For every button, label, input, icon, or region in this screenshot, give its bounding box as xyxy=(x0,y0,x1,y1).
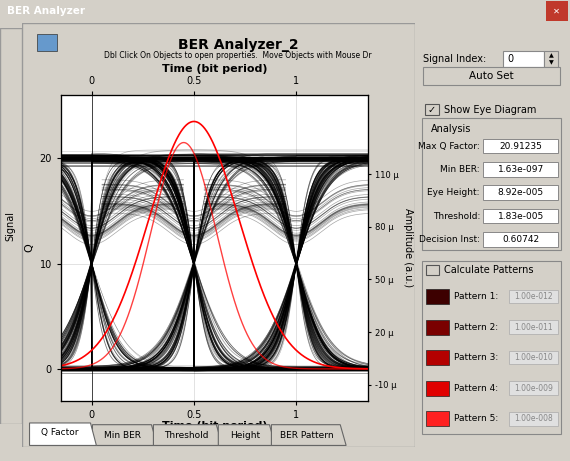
Text: ✓: ✓ xyxy=(428,105,436,115)
Text: 8.92e-005: 8.92e-005 xyxy=(498,188,544,197)
Text: BER Analyzer_2: BER Analyzer_2 xyxy=(178,38,298,52)
Bar xyxy=(426,289,450,304)
Text: Calculate Patterns: Calculate Patterns xyxy=(443,265,533,275)
Bar xyxy=(426,350,450,365)
Text: 1.00e-009: 1.00e-009 xyxy=(514,384,553,393)
Bar xyxy=(483,209,559,223)
Bar xyxy=(483,139,559,153)
Text: ▼: ▼ xyxy=(549,60,553,65)
Bar xyxy=(509,412,559,426)
Text: 1.00e-012: 1.00e-012 xyxy=(515,292,553,301)
Text: Pattern 2:: Pattern 2: xyxy=(454,323,498,331)
X-axis label: Time (bit period): Time (bit period) xyxy=(162,421,267,431)
Text: Pattern 1:: Pattern 1: xyxy=(454,292,498,301)
Text: Pattern 5:: Pattern 5: xyxy=(454,414,498,423)
Y-axis label: Amplitude (a.u.): Amplitude (a.u.) xyxy=(403,208,413,287)
Polygon shape xyxy=(218,425,275,445)
Bar xyxy=(425,105,439,115)
Text: 0.60742: 0.60742 xyxy=(502,235,539,244)
Bar xyxy=(483,232,559,247)
Text: Pattern 4:: Pattern 4: xyxy=(454,384,498,393)
Bar xyxy=(483,185,559,200)
Bar xyxy=(422,260,561,434)
Text: 20.91235: 20.91235 xyxy=(499,142,542,151)
Text: 1.63e-097: 1.63e-097 xyxy=(498,165,544,174)
Text: ✕: ✕ xyxy=(553,6,560,15)
Text: Min BER:: Min BER: xyxy=(441,165,480,174)
Bar xyxy=(426,319,450,335)
Bar xyxy=(509,290,559,303)
Y-axis label: Q: Q xyxy=(24,243,34,252)
Text: 0: 0 xyxy=(508,54,514,64)
Bar xyxy=(422,118,561,250)
Bar xyxy=(503,52,544,67)
Bar xyxy=(509,351,559,365)
Text: 1.00e-008: 1.00e-008 xyxy=(514,414,553,423)
Bar xyxy=(544,52,559,67)
Text: Eye Height:: Eye Height: xyxy=(428,188,480,197)
Text: Min BER: Min BER xyxy=(104,431,141,440)
Text: BER Pattern: BER Pattern xyxy=(280,431,333,440)
Text: Decision Inst:: Decision Inst: xyxy=(419,235,480,244)
Bar xyxy=(509,381,559,395)
Polygon shape xyxy=(30,423,96,445)
Bar xyxy=(38,34,57,51)
Bar xyxy=(426,411,450,426)
Text: BER Analyzer: BER Analyzer xyxy=(7,6,85,16)
Text: Signal: Signal xyxy=(6,211,16,241)
Polygon shape xyxy=(153,425,222,445)
Bar xyxy=(426,265,438,275)
Bar xyxy=(509,320,559,334)
Text: Signal Index:: Signal Index: xyxy=(424,54,487,64)
Text: Analysis: Analysis xyxy=(430,124,471,134)
Text: Show Eye Diagram: Show Eye Diagram xyxy=(443,105,536,115)
Bar xyxy=(546,1,568,21)
Text: Auto Set: Auto Set xyxy=(469,71,514,81)
Text: Threshold:: Threshold: xyxy=(433,212,480,220)
Polygon shape xyxy=(92,425,157,445)
X-axis label: Time (bit period): Time (bit period) xyxy=(162,64,267,74)
Polygon shape xyxy=(271,425,346,445)
Text: Dbl Click On Objects to open properties.  Move Objects with Mouse Dr: Dbl Click On Objects to open properties.… xyxy=(104,51,372,59)
Text: 1.83e-005: 1.83e-005 xyxy=(498,212,544,220)
Text: Pattern 3:: Pattern 3: xyxy=(454,353,498,362)
Bar xyxy=(483,162,559,177)
Text: Q Factor: Q Factor xyxy=(41,428,79,437)
Text: 1.00e-010: 1.00e-010 xyxy=(514,353,553,362)
Text: Height: Height xyxy=(230,431,260,440)
Text: Max Q Factor:: Max Q Factor: xyxy=(418,142,480,151)
Bar xyxy=(424,67,560,84)
Text: 1.00e-011: 1.00e-011 xyxy=(515,323,553,331)
Text: ▲: ▲ xyxy=(549,53,553,58)
Bar xyxy=(426,381,450,396)
Text: Threshold: Threshold xyxy=(164,431,208,440)
